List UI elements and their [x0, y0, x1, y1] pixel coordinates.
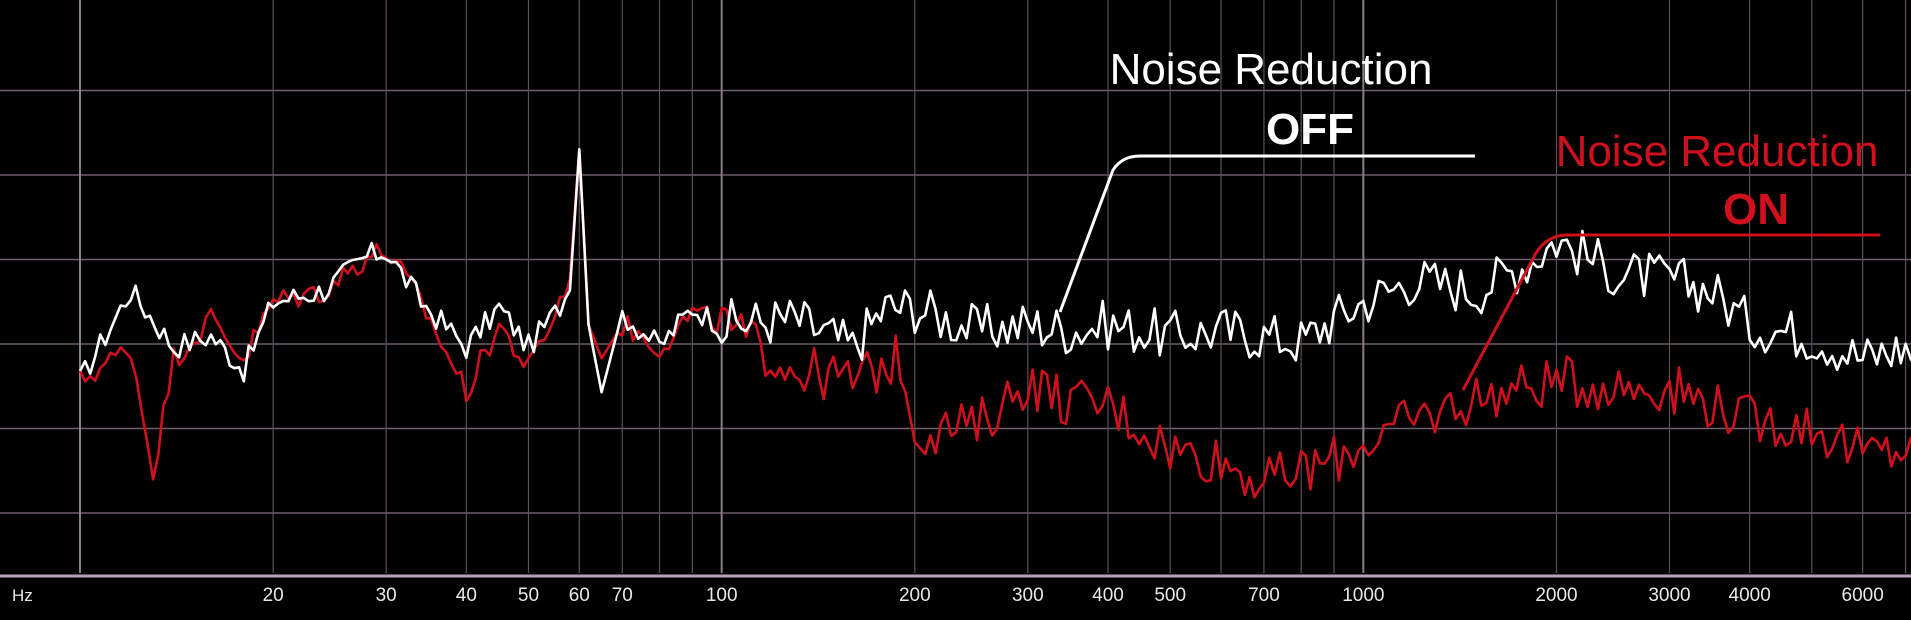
- x-tick-label: 300: [1012, 585, 1044, 606]
- annotation-state-off: OFF: [1266, 105, 1354, 154]
- x-tick-label: 30: [376, 585, 397, 606]
- annotation-leader-line-on: [1461, 233, 1880, 391]
- x-tick-label: 2000: [1535, 585, 1577, 606]
- x-tick-label: 100: [706, 585, 738, 606]
- annotation-leader-line-off: [1058, 154, 1475, 313]
- series-layer: [78, 148, 1911, 499]
- x-tick-label: 50: [518, 585, 539, 606]
- x-tick-label: 70: [612, 585, 633, 606]
- annotation-label-off: Noise Reduction: [1110, 45, 1433, 94]
- x-tick-label: 500: [1154, 585, 1186, 606]
- x-tick-label: 700: [1248, 585, 1280, 606]
- series-line-noise-reduction-off: [78, 148, 1911, 394]
- annotation-state-on: ON: [1723, 185, 1789, 234]
- series-line-noise-reduction-on: [78, 148, 1911, 499]
- x-tick-label: 1000: [1342, 585, 1384, 606]
- x-tick-label: 20: [263, 585, 284, 606]
- annotation-layer: Noise Reduction OFF Noise Reduction ON: [1058, 45, 1880, 391]
- x-tick-label: 60: [569, 585, 590, 606]
- x-tick-label: 40: [456, 585, 477, 606]
- x-tick-label: 400: [1092, 585, 1124, 606]
- horizontal-gridlines: [0, 89, 1911, 514]
- x-tick-label: 6000: [1842, 585, 1884, 606]
- x-tick-label: 200: [899, 585, 931, 606]
- x-axis-unit-label: Hz: [12, 586, 33, 605]
- annotation-label-on: Noise Reduction: [1556, 127, 1879, 176]
- x-tick-labels: 20 30 40 50 60 70 100 200 300 400 500 700 1000 2000 30…: [263, 585, 1884, 606]
- x-tick-label: 3000: [1648, 585, 1690, 606]
- x-tick-label: 4000: [1729, 585, 1771, 606]
- vertical-gridlines: [79, 0, 1907, 573]
